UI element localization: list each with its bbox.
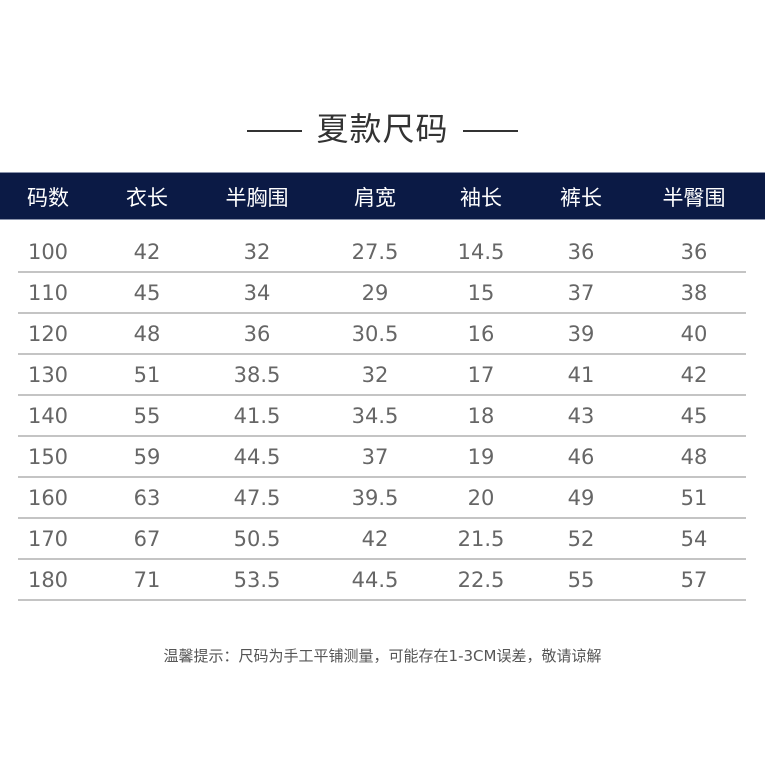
table-cell: 150: [27, 445, 69, 469]
table-cell: 32: [361, 363, 389, 387]
title-text: 夏款尺码: [316, 110, 449, 148]
row-divider: [18, 353, 746, 355]
table-cell: 30.5: [351, 322, 399, 346]
table-cell: 51: [133, 363, 161, 387]
table-cell: 27.5: [351, 240, 399, 264]
table-cell: 42: [680, 363, 708, 387]
table-cell: 32: [243, 240, 271, 264]
row-divider: [18, 558, 746, 560]
column-header: 裤长: [560, 186, 602, 210]
table-cell: 59: [133, 445, 161, 469]
row-divider: [18, 599, 746, 601]
table-cell: 38.5: [233, 363, 281, 387]
table-cell: 38: [680, 281, 708, 305]
table-cell: 140: [27, 404, 69, 428]
table-cell: 100: [27, 240, 69, 264]
table-cell: 39.5: [351, 486, 399, 510]
row-divider: [18, 312, 746, 314]
table-cell: 180: [27, 568, 69, 592]
table-cell: 36: [680, 240, 708, 264]
table-cell: 36: [243, 322, 271, 346]
column-header: 肩宽: [354, 186, 396, 210]
column-header: 半胸围: [225, 186, 289, 210]
table-cell: 47.5: [233, 486, 281, 510]
table-cell: 37: [567, 281, 595, 305]
column-header: 半臀围: [662, 186, 726, 210]
row-divider: [18, 435, 746, 437]
table-cell: 63: [133, 486, 161, 510]
table-cell: 54: [680, 527, 708, 551]
table-cell: 14.5: [457, 240, 505, 264]
row-divider: [18, 517, 746, 519]
table-cell: 43: [567, 404, 595, 428]
table-row: 120 48 36 30.5 16 39 40: [0, 314, 765, 355]
title-dash-right: [462, 130, 518, 132]
table-cell: 22.5: [457, 568, 505, 592]
table-cell: 44.5: [351, 568, 399, 592]
table-cell: 18: [467, 404, 495, 428]
table-row: 170 67 50.5 42 21.5 52 54: [0, 519, 765, 560]
table-cell: 19: [467, 445, 495, 469]
table-cell: 71: [133, 568, 161, 592]
table-cell: 16: [467, 322, 495, 346]
row-divider: [18, 271, 746, 273]
page-title: 夏款尺码: [0, 104, 765, 150]
row-divider: [18, 476, 746, 478]
table-cell: 50.5: [233, 527, 281, 551]
table-cell: 120: [27, 322, 69, 346]
table-cell: 20: [467, 486, 495, 510]
table-row: 180 71 53.5 44.5 22.5 55 57: [0, 560, 765, 601]
table-row: 100 42 32 27.5 14.5 36 36: [0, 232, 765, 273]
table-cell: 15: [467, 281, 495, 305]
table-cell: 37: [361, 445, 389, 469]
table-cell: 36: [567, 240, 595, 264]
table-cell: 170: [27, 527, 69, 551]
table-cell: 130: [27, 363, 69, 387]
table-cell: 17: [467, 363, 495, 387]
column-header: 袖长: [460, 186, 502, 210]
table-cell: 42: [133, 240, 161, 264]
table-row: 140 55 41.5 34.5 18 43 45: [0, 396, 765, 437]
table-cell: 48: [680, 445, 708, 469]
table-cell: 160: [27, 486, 69, 510]
table-cell: 44.5: [233, 445, 281, 469]
table-row: 150 59 44.5 37 19 46 48: [0, 437, 765, 478]
table-cell: 40: [680, 322, 708, 346]
table-cell: 52: [567, 527, 595, 551]
table-cell: 53.5: [233, 568, 281, 592]
table-cell: 34: [243, 281, 271, 305]
column-header: 码数: [27, 186, 69, 210]
table-cell: 49: [567, 486, 595, 510]
table-cell: 48: [133, 322, 161, 346]
table-cell: 21.5: [457, 527, 505, 551]
table-cell: 45: [680, 404, 708, 428]
table-cell: 51: [680, 486, 708, 510]
table-cell: 45: [133, 281, 161, 305]
table-cell: 55: [133, 404, 161, 428]
table-cell: 42: [361, 527, 389, 551]
table-cell: 34.5: [351, 404, 399, 428]
table-row: 110 45 34 29 15 37 38: [0, 273, 765, 314]
table-row: 160 63 47.5 39.5 20 49 51: [0, 478, 765, 519]
row-divider: [18, 394, 746, 396]
title-dash-left: [247, 130, 303, 132]
table-row: 130 51 38.5 32 17 41 42: [0, 355, 765, 396]
column-header: 衣长: [126, 186, 168, 210]
table-cell: 110: [27, 281, 69, 305]
table-cell: 57: [680, 568, 708, 592]
table-cell: 55: [567, 568, 595, 592]
table-cell: 41: [567, 363, 595, 387]
table-cell: 46: [567, 445, 595, 469]
table-cell: 67: [133, 527, 161, 551]
table-cell: 39: [567, 322, 595, 346]
table-header: 码数 衣长 半胸围 肩宽 袖长 裤长 半臀围: [0, 172, 765, 220]
table-cell: 41.5: [233, 404, 281, 428]
table-cell: 29: [361, 281, 389, 305]
size-note: 温馨提示：尺码为手工平铺测量，可能存在1-3CM误差，敬请谅解: [163, 647, 602, 665]
